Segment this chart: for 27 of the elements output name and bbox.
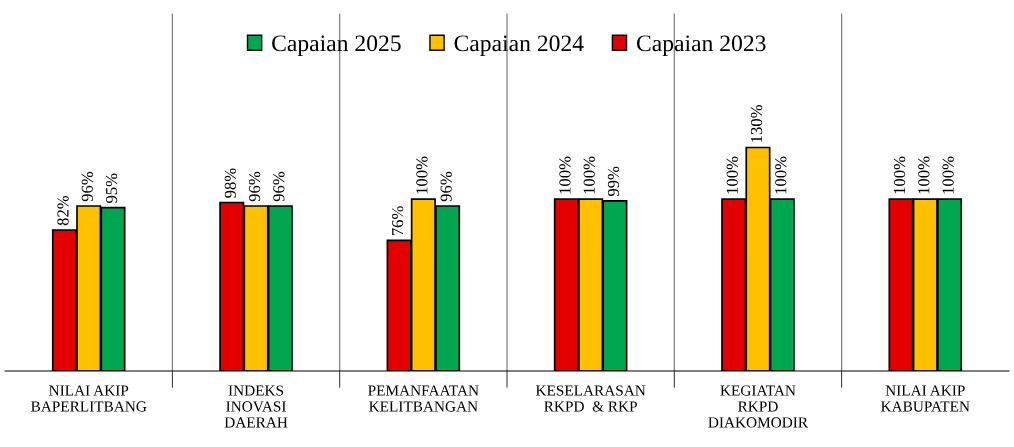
data-label: 95% [105,173,118,203]
data-label: 96% [81,171,93,202]
x-tick-label: KESELARASAN RKPD & RKP [535,385,646,412]
x-tick-label: KEGIATAN RKPD DIAKOMODIR [708,385,809,428]
x-tick-label: NILAI AKIP KABUPATEN [881,385,970,412]
data-label: 100% [918,156,930,194]
data-label: 99% [607,166,620,197]
data-label: 100% [942,156,954,194]
x-tick-label: INDEKS INOVASI DAERAH [224,385,288,428]
legend-label: Capaian 2023 [636,35,766,57]
data-label: 100% [583,156,595,194]
data-label: 96% [440,171,452,202]
data-label: 98% [224,168,236,198]
data-label: 130% [750,105,763,142]
data-label: 82% [57,195,69,226]
data-label: 100% [893,156,906,194]
legend-label: Capaian 2024 [454,35,584,57]
legend-label: Capaian 2025 [272,35,401,57]
data-label: 100% [726,156,738,194]
x-tick-label: NILAI AKIP BAPERLITBANG [31,385,147,412]
x-tick-label: PEMANFAATAN KELITBANGAN [368,385,479,412]
data-label: 100% [775,156,787,194]
data-label: 76% [392,206,404,236]
data-label: 100% [416,156,428,194]
data-label: 96% [248,171,261,202]
data-label: 96% [273,171,285,202]
data-label: 100% [559,156,571,194]
